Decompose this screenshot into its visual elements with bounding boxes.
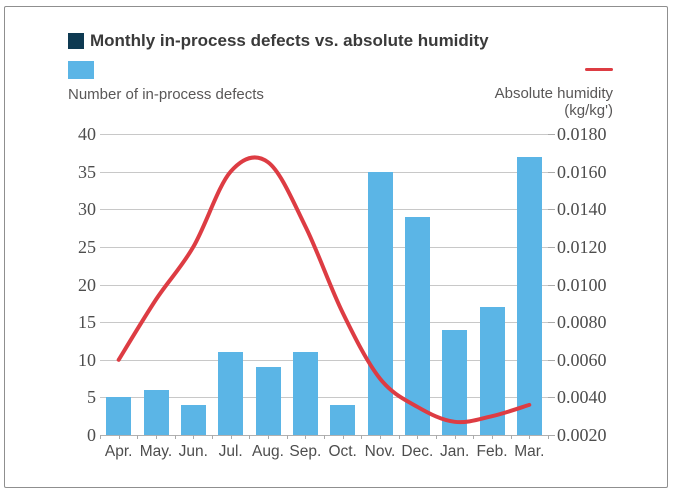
x-axis-tick (305, 435, 307, 439)
x-axis-tick (230, 435, 232, 439)
x-axis-tick (398, 435, 400, 439)
right-axis-label-0.0060: 0.0060 (557, 349, 607, 370)
x-axis-label-jun: Jun. (178, 443, 208, 460)
right-axis-tick (548, 359, 555, 361)
chart-title: Monthly in-process defects vs. absolute … (90, 31, 489, 50)
x-axis-label-dec: Dec. (401, 443, 434, 460)
right-axis-label-0.0020: 0.0020 (557, 425, 607, 445)
x-axis-tick (137, 435, 139, 439)
x-axis-label-jan: Jan. (440, 443, 470, 460)
x-axis-tick (380, 435, 381, 439)
x-axis-label-jul: Jul. (218, 443, 243, 460)
bar-aug (255, 367, 281, 435)
bar-sep (292, 352, 318, 435)
left-axis-label-35: 35 (78, 161, 96, 182)
x-axis-label-apr: Apr. (104, 443, 133, 460)
left-axis-label-5: 5 (87, 387, 96, 408)
right-axis-label-0.0140: 0.0140 (557, 199, 607, 220)
right-axis-tick (548, 435, 555, 436)
left-axis-label-20: 20 (78, 274, 96, 295)
x-axis-label-oct: Oct. (328, 443, 357, 460)
x-axis-tick (454, 435, 456, 439)
right-axis-tick (548, 397, 555, 399)
bar-feb (479, 307, 505, 435)
gridline-35 (100, 171, 548, 173)
legend-bar-swatch (68, 61, 94, 79)
x-axis-tick (100, 435, 101, 439)
legend-line-label: Absolute humidity (494, 85, 613, 102)
x-axis-label-may: May. (139, 443, 173, 460)
x-axis-tick (193, 435, 195, 439)
x-axis-label-aug: Aug. (252, 443, 284, 460)
right-axis-label-0.0180: 0.0180 (557, 124, 607, 144)
x-axis-tick (156, 435, 157, 439)
left-axis-label-40: 40 (78, 124, 96, 144)
gridline-40 (100, 134, 548, 135)
x-axis-label-mar: Mar. (514, 443, 545, 460)
left-axis-label-0: 0 (87, 425, 96, 445)
right-axis-label-0.0080: 0.0080 (557, 312, 607, 333)
x-axis-tick (286, 435, 288, 439)
x-axis-tick (417, 435, 419, 439)
x-axis-tick (268, 435, 269, 439)
x-axis-tick (174, 435, 176, 439)
legend-line-unit: (kg/kg') (564, 102, 613, 119)
right-axis-tick (548, 246, 555, 248)
x-axis-tick (548, 435, 549, 439)
bar-jul (218, 352, 244, 435)
left-axis-label-15: 15 (78, 312, 96, 333)
bar-mar (516, 156, 542, 435)
bar-apr (106, 397, 132, 435)
bar-jan (442, 329, 468, 435)
x-axis-tick (249, 435, 251, 439)
right-axis-label-0.0040: 0.0040 (557, 387, 607, 408)
right-axis-tick (548, 134, 555, 135)
right-axis-label-0.0120: 0.0120 (557, 236, 607, 257)
bar-may (143, 389, 169, 435)
x-axis-tick (342, 435, 344, 439)
x-axis-label-feb: Feb. (476, 443, 508, 460)
bar-jun (180, 404, 206, 435)
gridline-30 (100, 209, 548, 211)
left-axis-label-25: 25 (78, 236, 96, 257)
x-axis-tick (361, 435, 363, 439)
left-axis-label-30: 30 (78, 199, 96, 220)
x-axis-tick (473, 435, 475, 439)
bar-nov (367, 171, 393, 435)
x-axis-tick (492, 435, 493, 439)
title-bullet-square (68, 33, 84, 49)
gridline-20 (100, 284, 548, 286)
legend-line-dash (585, 68, 613, 71)
right-axis-tick (548, 322, 555, 324)
right-axis-tick (548, 284, 555, 286)
x-axis-tick (529, 435, 531, 439)
x-axis-tick (510, 435, 512, 439)
x-axis-label-nov: Nov. (364, 443, 396, 460)
x-axis-tick (118, 435, 120, 439)
bar-oct (330, 404, 356, 435)
left-axis-label-10: 10 (78, 349, 96, 370)
right-axis-label-0.0160: 0.0160 (557, 161, 607, 182)
right-axis-tick (548, 209, 555, 211)
x-axis-tick (212, 435, 213, 439)
right-axis-label-0.0100: 0.0100 (557, 274, 607, 295)
bar-dec (404, 216, 430, 435)
legend-bars-label: Number of in-process defects (68, 86, 264, 103)
x-axis-tick (324, 435, 325, 439)
x-axis-tick (436, 435, 437, 439)
right-axis-tick (548, 171, 555, 173)
plot-area (100, 134, 548, 436)
x-axis-label-sep: Sep. (289, 443, 322, 460)
gridline-25 (100, 246, 548, 248)
